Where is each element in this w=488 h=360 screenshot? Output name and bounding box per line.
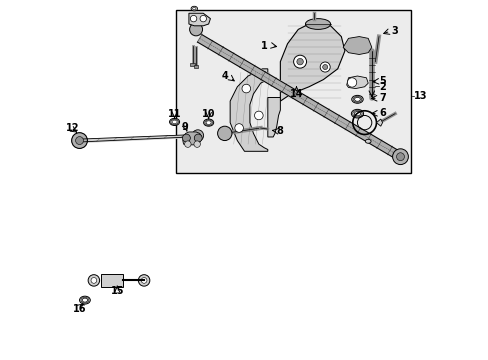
Ellipse shape xyxy=(80,296,90,304)
Ellipse shape xyxy=(169,118,179,126)
Polygon shape xyxy=(346,76,367,89)
Circle shape xyxy=(91,278,97,283)
Circle shape xyxy=(242,84,250,93)
Circle shape xyxy=(76,136,83,144)
Circle shape xyxy=(88,275,100,286)
Circle shape xyxy=(346,78,356,87)
Circle shape xyxy=(72,133,87,148)
Circle shape xyxy=(217,126,231,140)
Polygon shape xyxy=(188,13,210,26)
Circle shape xyxy=(184,141,191,147)
Text: 4: 4 xyxy=(221,71,228,81)
Text: 13: 13 xyxy=(413,91,427,101)
Text: 12: 12 xyxy=(65,123,79,133)
Circle shape xyxy=(189,23,202,36)
Bar xyxy=(190,63,194,66)
Bar xyxy=(176,10,410,173)
Ellipse shape xyxy=(354,97,360,101)
Ellipse shape xyxy=(203,119,213,126)
Text: 1: 1 xyxy=(261,41,267,50)
Polygon shape xyxy=(376,119,382,126)
Ellipse shape xyxy=(351,109,363,118)
Ellipse shape xyxy=(191,6,197,11)
Ellipse shape xyxy=(351,95,363,103)
Ellipse shape xyxy=(305,19,330,30)
Circle shape xyxy=(296,58,303,65)
Polygon shape xyxy=(230,69,267,151)
Ellipse shape xyxy=(206,121,211,125)
Text: 8: 8 xyxy=(276,126,283,136)
Text: 11: 11 xyxy=(167,109,181,119)
Ellipse shape xyxy=(354,112,360,116)
Circle shape xyxy=(234,124,243,132)
Polygon shape xyxy=(197,35,402,161)
Bar xyxy=(101,274,122,287)
Text: 14: 14 xyxy=(289,89,303,99)
Ellipse shape xyxy=(192,8,196,10)
Circle shape xyxy=(392,149,407,165)
Text: 5: 5 xyxy=(378,76,385,86)
Circle shape xyxy=(138,275,149,286)
Polygon shape xyxy=(267,98,280,137)
Text: 7: 7 xyxy=(378,93,385,103)
Circle shape xyxy=(182,134,190,142)
Circle shape xyxy=(194,141,200,147)
Circle shape xyxy=(200,15,206,22)
Text: 15: 15 xyxy=(110,286,123,296)
Circle shape xyxy=(194,134,202,142)
Text: 6: 6 xyxy=(378,108,385,118)
Text: 10: 10 xyxy=(202,109,215,119)
Circle shape xyxy=(254,111,263,120)
Circle shape xyxy=(320,62,329,72)
Text: 9: 9 xyxy=(182,122,188,131)
Ellipse shape xyxy=(82,298,87,302)
Text: 3: 3 xyxy=(391,26,397,36)
Circle shape xyxy=(192,130,203,141)
Circle shape xyxy=(322,64,327,69)
Bar xyxy=(194,65,198,68)
Text: 2: 2 xyxy=(378,82,385,92)
Polygon shape xyxy=(343,37,371,54)
Circle shape xyxy=(293,55,306,68)
Text: 16: 16 xyxy=(73,304,86,314)
Ellipse shape xyxy=(365,139,370,143)
Polygon shape xyxy=(280,22,344,101)
Ellipse shape xyxy=(172,120,177,124)
Circle shape xyxy=(141,278,147,283)
Polygon shape xyxy=(183,132,201,145)
Circle shape xyxy=(190,15,196,22)
Circle shape xyxy=(396,153,404,161)
